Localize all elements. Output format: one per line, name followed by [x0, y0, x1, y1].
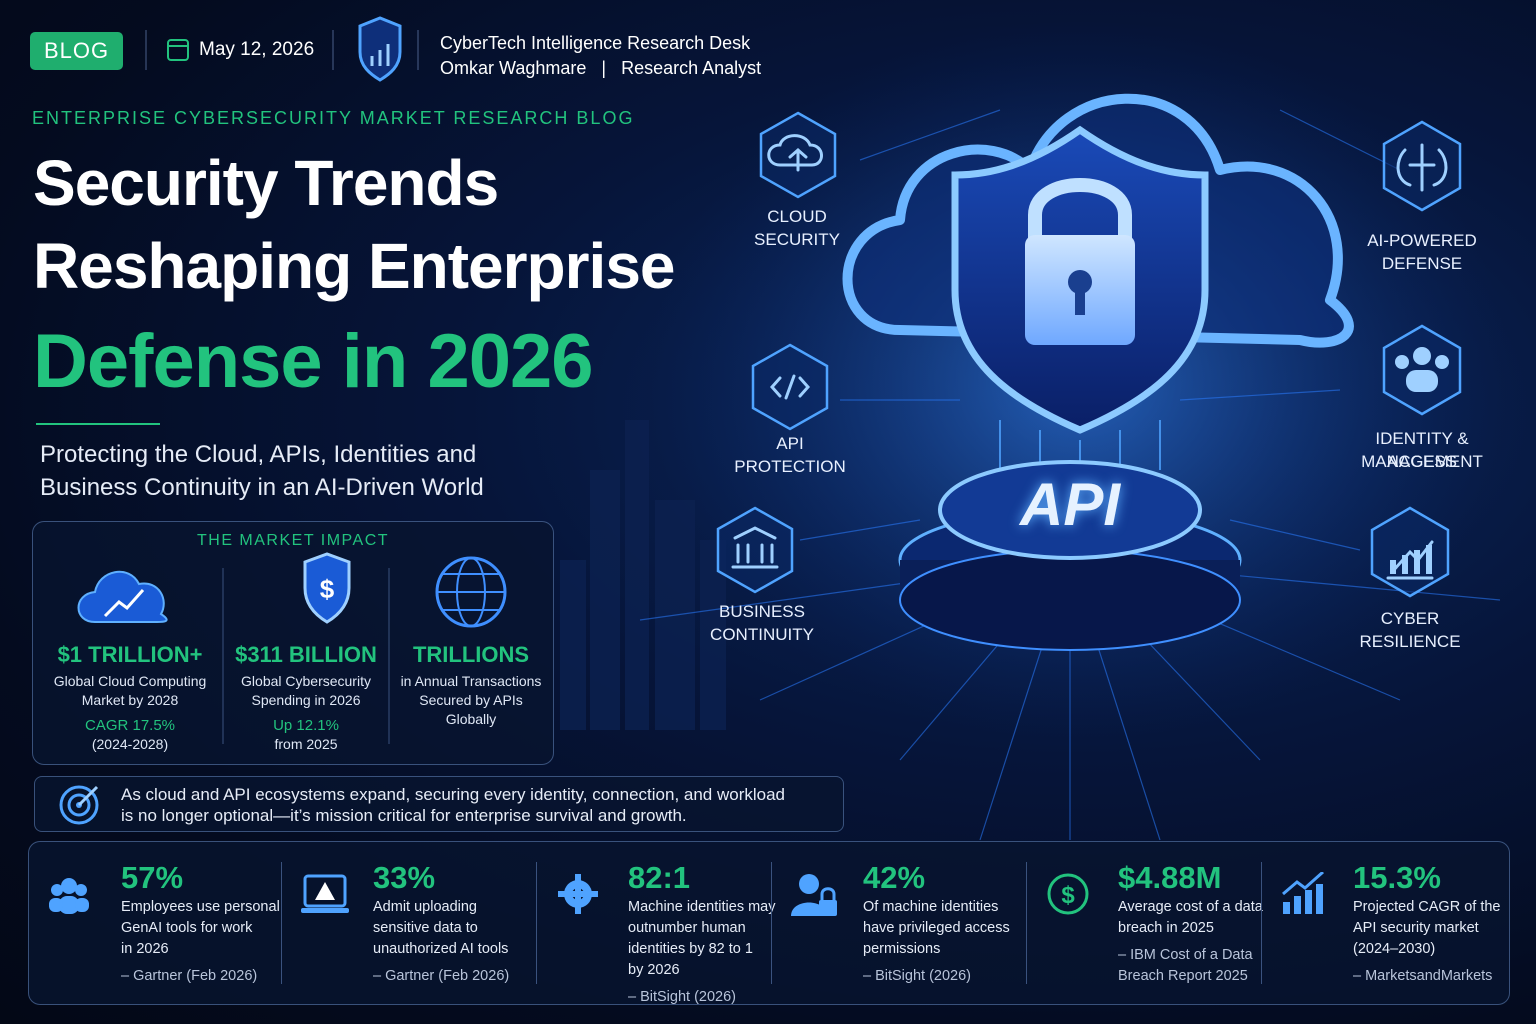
divider	[281, 862, 282, 984]
stat-source: – IBM Cost of a Data	[1118, 947, 1253, 963]
stat-desc: API security market	[1353, 920, 1479, 936]
stat-desc: (2024–2030)	[1353, 941, 1436, 957]
title-highlight: Defense in 2026	[33, 319, 594, 404]
title-line: Security Trends	[33, 147, 499, 219]
market-period: (2024-2028)	[91, 736, 169, 752]
stat-source: – BitSight (2026)	[863, 968, 972, 984]
market-desc: Global Cloud Computing	[53, 673, 207, 689]
stat-desc: breach in 2025	[1118, 920, 1214, 936]
market-desc: Spending in 2026	[251, 692, 361, 708]
stat-desc: have privileged access	[863, 920, 1010, 936]
stat-source: – Gartner (Feb 2026)	[373, 968, 510, 984]
stat-value: 33%	[373, 860, 436, 895]
feature-label: PROTECTION	[734, 457, 846, 476]
stat-desc: Projected CAGR of the	[1353, 899, 1501, 915]
title-line: Reshaping Enterprise	[33, 230, 675, 302]
separator: |	[601, 58, 607, 78]
stat-desc: Of machine identities	[863, 899, 999, 915]
divider	[1026, 862, 1027, 984]
market-desc: Global Cybersecurity	[241, 673, 371, 689]
stat-value: 82:1	[628, 860, 691, 895]
feature-label: CLOUD	[767, 207, 827, 226]
market-desc: Market by 2028	[81, 692, 179, 708]
feature-label: API	[776, 434, 804, 453]
divider	[536, 862, 537, 984]
stat-desc: outnumber human	[628, 920, 746, 936]
target-icon	[59, 785, 99, 825]
stat-source: Breach Report 2025	[1118, 968, 1248, 984]
stat-desc: by 2026	[628, 962, 680, 978]
feature-label: RESILIENCE	[1359, 632, 1461, 651]
icon-glyph: $	[320, 574, 335, 604]
stat-value: 42%	[863, 860, 926, 895]
stat-value: $4.88M	[1118, 860, 1222, 895]
svg-text:$: $	[1061, 882, 1075, 909]
market-icons: $	[77, 552, 507, 744]
market-impact: THE MARKET IMPACT $ $1 TRILLION+ Global C…	[32, 521, 554, 765]
role: Research Analyst	[621, 58, 762, 78]
stat-desc: sensitive data to	[373, 920, 478, 936]
stat-icon	[301, 874, 349, 913]
stat-icon	[791, 874, 837, 916]
feature-label: MANAGEMENT	[1361, 452, 1483, 471]
market-value: $1 TRILLION+	[57, 642, 203, 667]
stat-desc: Average cost of a data	[1118, 899, 1263, 915]
stat-desc: unauthorized AI tools	[373, 941, 509, 957]
stat-source: – BitSight (2026)	[628, 989, 737, 1005]
stat-value: 57%	[121, 860, 184, 895]
market-value: $311 BILLION	[235, 642, 377, 667]
stat-icon	[49, 878, 89, 914]
market-period: from 2025	[274, 736, 338, 752]
feature-label: AI-POWERED	[1367, 231, 1477, 250]
divider	[1261, 862, 1262, 984]
stats-panel: 57% Employees use personal GenAI tools for…	[28, 841, 1510, 1005]
feature-label: DEFENSE	[1381, 254, 1463, 273]
market-value: TRILLIONS	[412, 642, 530, 667]
feature-label: SECURITY	[754, 230, 840, 249]
byline: Omkar Waghmare | Research Analyst	[440, 58, 761, 79]
stat-desc: Machine identities may	[628, 899, 776, 915]
stat-icon	[558, 874, 598, 914]
callout-text: As cloud and API ecosystems expand, secu…	[121, 785, 786, 804]
stat-value: 15.3%	[1353, 860, 1441, 895]
stat-source: – Gartner (Feb 2026)	[121, 968, 258, 984]
hero-center: API	[1019, 471, 1121, 538]
section-heading: THE MARKET IMPACT	[196, 532, 390, 549]
stat-icon	[1282, 872, 1324, 914]
stat-desc: Admit uploading	[373, 899, 477, 915]
date: May 12, 2026	[199, 39, 315, 60]
org: CyberTech Intelligence Research Desk	[440, 33, 751, 53]
author: Omkar Waghmare	[440, 58, 587, 78]
stat-desc: identities by 82 to 1	[628, 941, 753, 957]
market-note: CAGR 17.5%	[84, 717, 176, 734]
callout: As cloud and API ecosystems expand, secu…	[34, 776, 844, 832]
divider	[771, 862, 772, 984]
stat-desc: Employees use personal	[121, 899, 280, 915]
market-desc: Secured by APIs	[419, 692, 523, 708]
market-desc: in Annual Transactions	[400, 673, 542, 689]
stat-desc: permissions	[863, 941, 941, 957]
feature-label: BUSINESS	[719, 602, 805, 621]
stat-icon: $	[1047, 873, 1089, 915]
subtitle: Business Continuity in an AI-Driven Worl…	[40, 474, 484, 501]
feature-label: CYBER	[1380, 609, 1440, 628]
kicker: ENTERPRISE CYBERSECURITY MARKET RESEARCH…	[32, 108, 635, 128]
tag: BLOG	[30, 32, 124, 70]
subtitle: Protecting the Cloud, APIs, Identities a…	[40, 441, 477, 468]
stat-desc: in 2026	[121, 941, 169, 957]
stat-source: – MarketsandMarkets	[1353, 968, 1493, 984]
market-note: Up 12.1%	[273, 717, 339, 734]
callout-text: is no longer optional—it’s mission criti…	[121, 806, 687, 825]
stat-desc: GenAI tools for work	[121, 920, 253, 936]
market-desc: Globally	[445, 711, 497, 727]
feature-label: CONTINUITY	[710, 625, 814, 644]
feature-label: IDENTITY & ACCESS	[1375, 429, 1469, 471]
